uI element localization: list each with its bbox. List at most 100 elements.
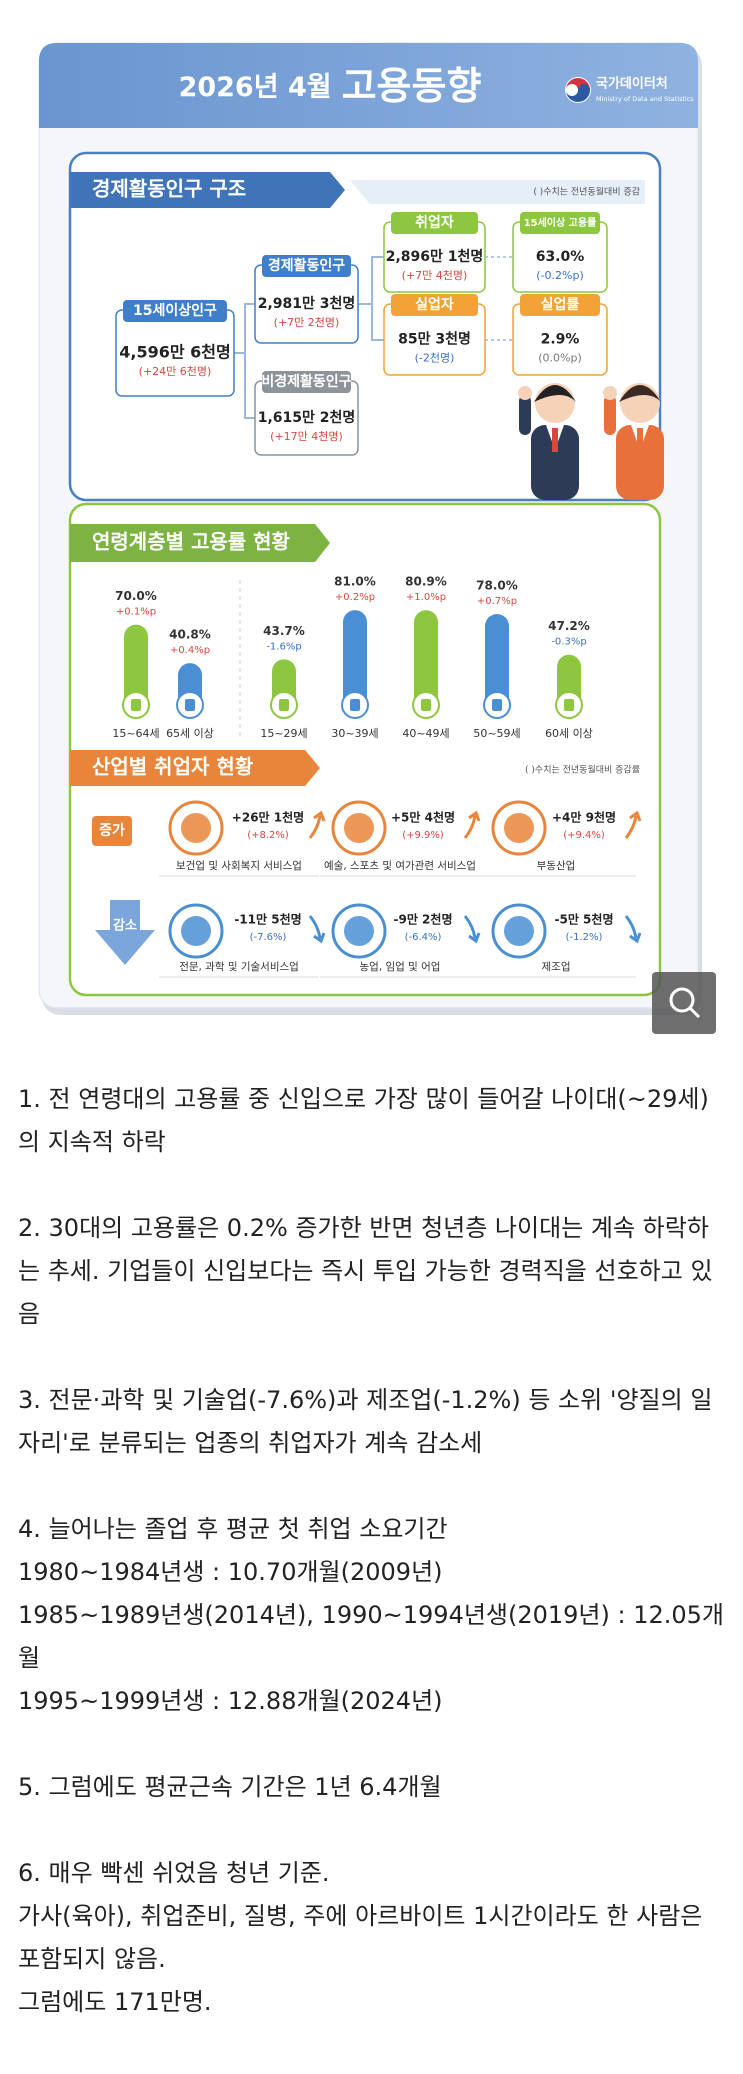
industry-change: (-7.6%): [250, 932, 287, 943]
connector: [371, 304, 384, 341]
text-line: 1980~1984년생 : 10.70개월(2009년): [18, 1558, 443, 1586]
age-icon-glyph: [279, 699, 289, 711]
industry-change: (+8.2%): [247, 830, 289, 841]
age-change: -0.3%p: [551, 637, 586, 648]
industry-change: (+9.9%): [402, 830, 444, 841]
age-label: 30~39세: [331, 727, 378, 740]
text-line: 가사(육아), 취업준비, 질병, 주에 아르바이트 1시간이라도 한 사람은 …: [18, 1902, 703, 1973]
industry-name: 농업, 임업 및 어업: [360, 960, 441, 973]
person-hair: [534, 385, 576, 402]
industry-icon-core: [344, 813, 374, 843]
age-label: 15~29세: [260, 727, 307, 740]
node-value: 2,896만 1천명: [386, 248, 484, 265]
age-bar: [485, 614, 509, 717]
text-line: 2. 30대의 고용률은 0.2% 증가한 반면 청년층 나이대는 계속 하락하…: [18, 1214, 713, 1328]
logo-text: 국가데이터처: [596, 76, 668, 92]
industry-name: 보건업 및 사회복지 서비스업: [176, 859, 302, 872]
node-change: (+17만 4천명): [270, 429, 343, 443]
title-date: 2026년 4월: [179, 72, 332, 103]
age-rate: 70.0%: [115, 589, 157, 603]
node-value: 2,981만 3천명: [258, 295, 356, 312]
industry-icon-core: [181, 813, 211, 843]
text-line: 6. 매우 빡센 쉬었음 청년 기준.: [18, 1859, 330, 1887]
industry-name: 예술, 스포츠 및 여가관련 서비스업: [324, 859, 476, 872]
age-icon-glyph: [421, 699, 431, 711]
section-tab: [70, 524, 330, 562]
age-rate: 40.8%: [169, 628, 211, 642]
text-line: 5. 그럼에도 평균근속 기간은 1년 6.4개월: [18, 1773, 442, 1801]
person-hand: [518, 386, 532, 400]
age-label: 60세 이상: [545, 727, 593, 740]
industry-change: (+9.4%): [563, 830, 605, 841]
node-value: 85만 3천명: [398, 331, 471, 348]
trend-arrow: [463, 915, 481, 944]
age-icon-glyph: [492, 699, 502, 711]
node-label: 실업률: [541, 296, 580, 313]
node-change: (+7만 4천명): [402, 268, 468, 282]
section-title: 연령계층별 고용률 현황: [92, 530, 291, 554]
person-tie: [552, 428, 558, 452]
industry-name: 부동산업: [537, 859, 576, 872]
industry-icon-core: [181, 916, 211, 946]
header-title: 2026년 4월 고용동향: [179, 64, 482, 108]
age-label: 40~49세: [402, 727, 449, 740]
age-change: +0.1%p: [116, 607, 156, 618]
increase-label: 증가: [99, 823, 125, 839]
node-change: (+7만 2천명): [274, 315, 340, 329]
industry-value: -9만 2천명: [394, 912, 453, 927]
node-label-bg: [262, 255, 351, 277]
industry-value: +5만 4천명: [391, 810, 455, 825]
section-box: [68, 502, 662, 997]
node-label: 비경제활동인구: [261, 373, 351, 390]
section-note: ( )수치는 전년동월대비 증감률: [525, 764, 640, 776]
person-body: [616, 425, 664, 500]
node-change: (+24만 6천명): [139, 364, 212, 378]
post-body: 1. 전 연령대의 고용률 중 신입으로 가장 많이 들어갈 나이대(~29세)…: [18, 1078, 728, 2067]
paragraph: 4. 늘어나는 졸업 후 평균 첫 취업 소요기간 1980~1984년생 : 1…: [18, 1508, 728, 1723]
node-change: (-0.2%p): [536, 269, 583, 282]
age-rate: 78.0%: [476, 579, 518, 593]
industry-value: -5만 5천명: [555, 912, 614, 927]
paragraph: 2. 30대의 고용률은 0.2% 증가한 반면 청년층 나이대는 계속 하락하…: [18, 1207, 728, 1336]
trend-arrow: [463, 810, 481, 839]
decrease-arrow: [95, 900, 155, 965]
age-label: 15~64세: [112, 727, 159, 740]
node-value: 4,596만 6천명: [119, 343, 230, 362]
text-line: 1985~1989년생(2014년), 1990~1994년생(2019년) :…: [18, 1601, 725, 1672]
industry-change: (-6.4%): [405, 932, 442, 943]
paragraph: 5. 그럼에도 평균근속 기간은 1년 6.4개월: [18, 1766, 728, 1809]
age-change: -1.6%p: [266, 641, 301, 652]
node-change: (-2천명): [415, 351, 455, 365]
industry-name: 제조업: [542, 960, 571, 973]
node-label-bg: [520, 294, 600, 316]
person-arm: [604, 395, 616, 435]
age-label: 65세 이상: [166, 727, 214, 740]
node-label-bg: [391, 212, 478, 234]
industry-value: +4만 9천명: [552, 810, 616, 825]
text-line: 4. 늘어나는 졸업 후 평균 첫 취업 소요기간: [18, 1515, 448, 1543]
node-label-bg: [520, 212, 600, 234]
decrease-label: 감소: [113, 919, 137, 934]
node-label: 실업자: [415, 297, 454, 313]
zoom-handle: [688, 1006, 701, 1019]
age-icon-glyph: [564, 699, 574, 711]
paragraph: 1. 전 연령대의 고용률 중 신입으로 가장 많이 들어갈 나이대(~29세)…: [18, 1078, 728, 1164]
infographic: 2026년 4월 고용동향 국가데이터처 Ministry of Data and S…: [38, 42, 716, 1034]
node-label: 15세이상인구: [133, 302, 217, 319]
section-tab: [70, 750, 320, 786]
node-label: 15세이상 고용률: [524, 216, 597, 229]
age-icon-glyph: [350, 699, 360, 711]
industry-value: +26만 1천명: [232, 810, 304, 825]
age-rate: 81.0%: [334, 575, 376, 589]
age-bar: [414, 610, 438, 717]
node-change: (0.0%p): [538, 352, 582, 365]
age-rate: 43.7%: [263, 624, 305, 638]
logo-yang: [566, 84, 590, 102]
age-change: +1.0%p: [406, 592, 446, 603]
text-line: 그럼에도 171만명.: [18, 1988, 212, 2016]
zoom-button[interactable]: [652, 972, 716, 1034]
trend-arrow: [624, 810, 642, 839]
age-rate: 47.2%: [548, 619, 590, 633]
zoom-glass: [669, 987, 695, 1013]
connector: [244, 353, 255, 419]
